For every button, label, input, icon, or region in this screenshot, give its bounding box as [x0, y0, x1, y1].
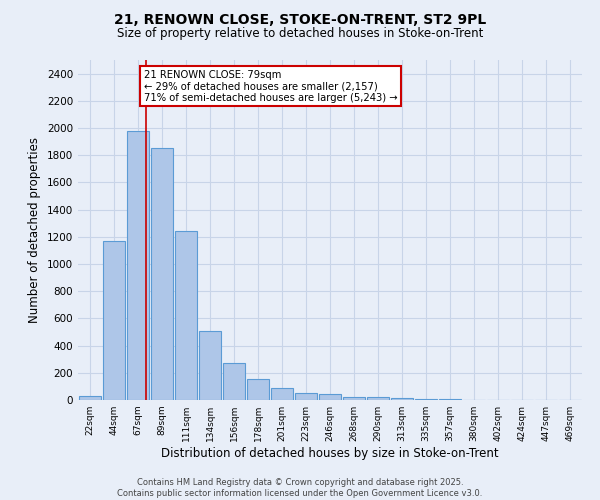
Bar [247, 379, 269, 400]
Bar [151, 148, 173, 400]
Text: Contains HM Land Registry data © Crown copyright and database right 2025.
Contai: Contains HM Land Registry data © Crown c… [118, 478, 482, 498]
Bar [271, 388, 293, 400]
Bar [343, 396, 365, 400]
Bar [103, 241, 125, 400]
Bar [199, 330, 221, 400]
Text: 21 RENOWN CLOSE: 79sqm
← 29% of detached houses are smaller (2,157)
71% of semi-: 21 RENOWN CLOSE: 79sqm ← 29% of detached… [143, 70, 397, 102]
X-axis label: Distribution of detached houses by size in Stoke-on-Trent: Distribution of detached houses by size … [161, 447, 499, 460]
Bar [391, 398, 413, 400]
Bar [127, 130, 149, 400]
Bar [79, 396, 101, 400]
Bar [415, 398, 437, 400]
Text: 21, RENOWN CLOSE, STOKE-ON-TRENT, ST2 9PL: 21, RENOWN CLOSE, STOKE-ON-TRENT, ST2 9P… [114, 12, 486, 26]
Bar [175, 232, 197, 400]
Bar [367, 398, 389, 400]
Bar [319, 394, 341, 400]
Bar [295, 393, 317, 400]
Text: Size of property relative to detached houses in Stoke-on-Trent: Size of property relative to detached ho… [117, 28, 483, 40]
Bar [223, 364, 245, 400]
Y-axis label: Number of detached properties: Number of detached properties [28, 137, 41, 323]
